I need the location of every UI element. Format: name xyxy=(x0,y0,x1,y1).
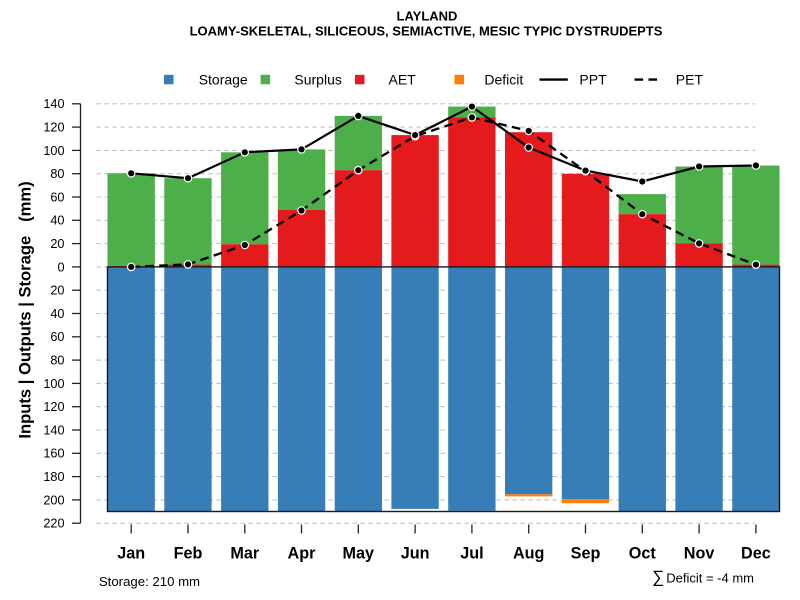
svg-text:200: 200 xyxy=(43,493,64,507)
svg-text:AET: AET xyxy=(389,72,417,88)
svg-text:Apr: Apr xyxy=(288,545,317,563)
svg-text:60: 60 xyxy=(50,190,64,204)
svg-text:120: 120 xyxy=(43,400,64,414)
svg-text:Nov: Nov xyxy=(684,545,715,563)
svg-text:Deficit: Deficit xyxy=(484,72,523,88)
svg-text:Storage: Storage xyxy=(199,72,248,88)
svg-text:100: 100 xyxy=(43,144,64,158)
svg-text:0: 0 xyxy=(57,260,64,274)
svg-text:140: 140 xyxy=(43,423,64,437)
svg-text:LAYLAND: LAYLAND xyxy=(397,9,458,24)
svg-text:Mar: Mar xyxy=(230,545,259,563)
svg-text:Dec: Dec xyxy=(741,545,771,563)
svg-text:20: 20 xyxy=(50,237,64,251)
svg-text:60: 60 xyxy=(50,330,64,344)
svg-text:Sep: Sep xyxy=(571,545,601,563)
svg-text:80: 80 xyxy=(50,167,64,181)
svg-text:Jan: Jan xyxy=(117,545,145,563)
svg-text:180: 180 xyxy=(43,470,64,484)
svg-text:220: 220 xyxy=(43,517,64,531)
svg-text:140: 140 xyxy=(43,97,64,111)
svg-text:PPT: PPT xyxy=(579,72,607,88)
svg-text:LOAMY-SKELETAL, SILICEOUS, SEM: LOAMY-SKELETAL, SILICEOUS, SEMIACTIVE, M… xyxy=(190,24,663,39)
svg-text:20: 20 xyxy=(50,284,64,298)
svg-text:Jul: Jul xyxy=(460,545,483,563)
svg-text:Aug: Aug xyxy=(513,545,544,563)
svg-text:Feb: Feb xyxy=(174,545,203,563)
svg-text:∑Deficit = -4 mm: ∑ Deficit = -4 mm xyxy=(652,568,754,587)
svg-text:PET: PET xyxy=(676,72,704,88)
svg-text:Surplus: Surplus xyxy=(294,72,341,88)
svg-text:40: 40 xyxy=(50,307,64,321)
svg-text:Inputs | Outputs | Storage (: Inputs | Outputs | Storage (mm) xyxy=(16,181,35,438)
svg-text:120: 120 xyxy=(43,121,64,135)
svg-text:100: 100 xyxy=(43,377,64,391)
svg-text:Jun: Jun xyxy=(401,545,430,563)
svg-text:40: 40 xyxy=(50,214,64,228)
svg-text:80: 80 xyxy=(50,354,64,368)
svg-text:160: 160 xyxy=(43,447,64,461)
svg-text:Storage: 210 mm: Storage: 210 mm xyxy=(99,574,200,589)
svg-text:May: May xyxy=(343,545,375,563)
svg-text:Oct: Oct xyxy=(629,545,657,563)
